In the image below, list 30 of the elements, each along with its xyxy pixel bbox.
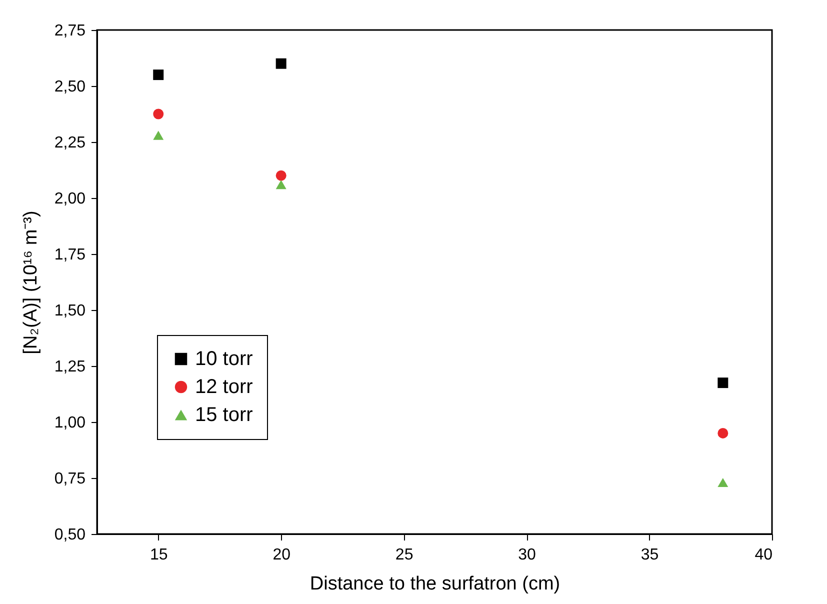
y-tick-label: 1,75 bbox=[54, 246, 86, 264]
y-tick-label: 1,00 bbox=[54, 414, 86, 432]
point bbox=[276, 58, 286, 69]
x-tick-label: 35 bbox=[640, 546, 659, 564]
point bbox=[153, 130, 164, 140]
y-axis-title: [N₂(A)] (10¹⁶ m⁻³) bbox=[20, 210, 42, 354]
point bbox=[276, 170, 286, 181]
y-tick-label: 2,75 bbox=[54, 22, 86, 40]
x-tick-label: 30 bbox=[518, 546, 536, 564]
point bbox=[718, 478, 728, 488]
x-tick-label: 25 bbox=[395, 546, 414, 564]
point bbox=[718, 428, 728, 438]
y-tick-label: 2,00 bbox=[54, 190, 86, 208]
legend-label: 15 torr bbox=[195, 404, 254, 426]
point bbox=[276, 180, 286, 190]
point bbox=[153, 70, 164, 80]
x-tick-label: 40 bbox=[754, 546, 773, 564]
legend-label: 10 torr bbox=[195, 348, 254, 370]
y-tick-label: 0,75 bbox=[54, 470, 86, 488]
y-tick-label: 1,25 bbox=[54, 358, 86, 376]
y-tick-label: 1,50 bbox=[54, 302, 86, 320]
point bbox=[718, 378, 728, 388]
x-tick-label: 20 bbox=[272, 546, 291, 564]
x-axis-title: Distance to the surfatron (cm) bbox=[310, 574, 560, 594]
y-tick-label: 2,25 bbox=[54, 134, 86, 152]
legend-label: 12 torr bbox=[195, 376, 254, 398]
point bbox=[153, 108, 164, 120]
y-tick-label: 0,50 bbox=[54, 526, 86, 544]
y-tick-label: 2,50 bbox=[54, 78, 86, 96]
x-tick-label: 15 bbox=[150, 546, 168, 564]
